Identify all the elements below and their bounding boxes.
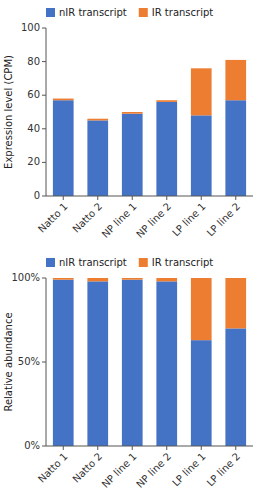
bar (122, 114, 143, 196)
x-tick-label: NP line 1 (100, 451, 139, 490)
legend-item: IR transcript (139, 257, 214, 268)
x-tick (166, 446, 167, 450)
y-tick-label: 60 (27, 89, 40, 100)
chart: 0% 50% 100% Natto 1Natto 2NP line 1NP line … (0, 250, 261, 500)
bar (87, 281, 108, 446)
y-tick-label: 50% (18, 356, 40, 367)
x-tick (63, 446, 64, 450)
y-tick-label: 100 (21, 22, 40, 33)
y-tick (42, 278, 46, 279)
bar (53, 100, 74, 196)
bar (225, 60, 246, 100)
x-tick-label: NP line 2 (134, 451, 173, 490)
y-axis (46, 278, 47, 446)
legend-swatch (139, 258, 148, 267)
x-tick (166, 196, 167, 200)
x-tick-label: NP line 1 (100, 201, 139, 240)
x-tick-label: LP line 1 (170, 451, 208, 489)
legend-item: IR transcript (139, 7, 214, 18)
y-tick-label: 0 (34, 190, 40, 201)
legend-item: nIR transcript (46, 257, 127, 268)
legend: nIR transcript IR transcript (46, 7, 213, 18)
legend-swatch (46, 8, 55, 17)
y-tick (42, 196, 46, 197)
y-tick-label: 20 (27, 156, 40, 167)
x-tick-label: LP line 2 (205, 451, 243, 489)
y-tick (42, 362, 46, 363)
legend-label: IR transcript (152, 7, 214, 18)
legend-label: nIR transcript (59, 257, 127, 268)
legend-label: IR transcript (152, 257, 214, 268)
x-tick-label: NP line 2 (134, 201, 173, 240)
y-tick-label: 0% (24, 440, 40, 451)
x-tick-label: Natto 1 (36, 451, 70, 485)
y-tick-label: 80 (27, 56, 40, 67)
bar (156, 102, 177, 196)
bar (87, 119, 108, 121)
bar (87, 278, 108, 281)
bar (191, 68, 212, 115)
bar (87, 120, 108, 196)
y-tick (42, 61, 46, 62)
x-tick (132, 446, 133, 450)
bars (53, 60, 246, 196)
bar (225, 278, 246, 328)
y-tick-label: 100% (11, 272, 40, 283)
x-tick (63, 196, 64, 200)
bar (122, 112, 143, 114)
legend-swatch (46, 258, 55, 267)
bar (53, 280, 74, 446)
legend-item: nIR transcript (46, 7, 127, 18)
legend-swatch (139, 8, 148, 17)
bars (53, 278, 246, 446)
bar (225, 328, 246, 446)
bar (53, 278, 74, 280)
y-tick (42, 162, 46, 163)
y-label: Expression level (CPM) (3, 55, 14, 169)
chart: 0 20 40 60 80 100 Natto 1Natto 2NP line 1NP li… (0, 0, 261, 250)
bar (156, 100, 177, 102)
legend: nIR transcript IR transcript (46, 257, 213, 268)
bar (53, 99, 74, 101)
y-tick (42, 95, 46, 96)
bar (191, 278, 212, 340)
bar (191, 340, 212, 446)
x-tick (97, 196, 98, 200)
x-tick-label: Natto 1 (36, 201, 70, 235)
bar (156, 281, 177, 446)
y-tick-label: 40 (27, 123, 40, 134)
x-tick (201, 196, 202, 200)
y-tick (42, 446, 46, 447)
y-tick (42, 128, 46, 129)
x-axis (46, 196, 253, 197)
x-tick (235, 446, 236, 450)
x-tick (235, 196, 236, 200)
bar (122, 278, 143, 280)
x-tick-label: LP line 2 (205, 201, 243, 239)
legend-label: nIR transcript (59, 7, 127, 18)
bar (225, 100, 246, 196)
x-axis (46, 446, 253, 447)
x-tick (97, 446, 98, 450)
y-axis (46, 28, 47, 196)
bar (156, 278, 177, 281)
bar (122, 280, 143, 446)
x-tick-label: Natto 2 (70, 201, 104, 235)
x-tick-label: Natto 2 (70, 451, 104, 485)
x-tick-label: LP line 1 (170, 201, 208, 239)
y-tick (42, 28, 46, 29)
y-label: Relative abundance (3, 312, 14, 411)
bar (191, 115, 212, 196)
x-tick (132, 196, 133, 200)
figure: 020406080100Natto 1Natto 2NP line 1NP li… (0, 0, 261, 500)
x-tick (201, 446, 202, 450)
